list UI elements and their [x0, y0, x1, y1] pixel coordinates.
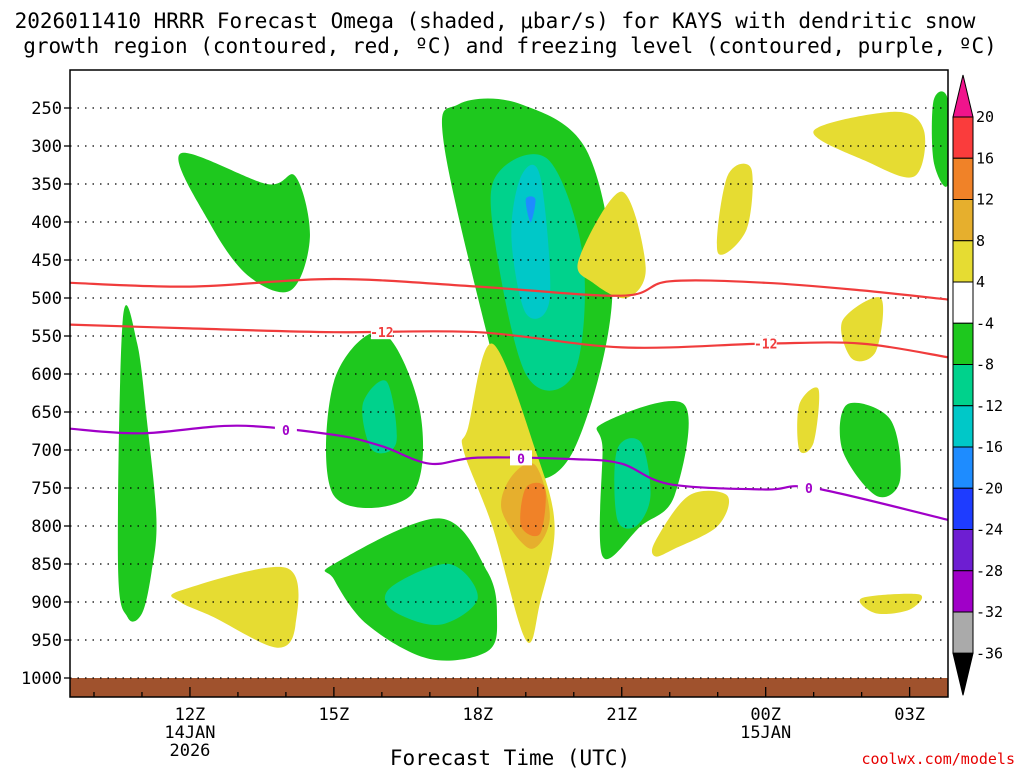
colorbar-label: 4: [976, 273, 985, 291]
colorbar-label: 8: [976, 232, 985, 250]
y-tick-label: 700: [31, 441, 62, 461]
y-tick-label: 350: [31, 175, 62, 195]
colorbar-swatch: [952, 570, 974, 613]
contour-label: 0: [517, 452, 525, 467]
omega-region-13: [931, 91, 948, 187]
x-tick-label: 00Z: [750, 705, 781, 725]
contour-label: -12: [754, 338, 777, 353]
plot-frame: [69, 69, 949, 698]
colorbar-label: 20: [976, 108, 994, 126]
contour-label: 0: [282, 424, 290, 439]
colorbar-swatch: [952, 405, 974, 448]
x-tick-label: 21Z: [606, 705, 637, 725]
y-tick-label: 300: [31, 137, 62, 157]
y-tick-label: 500: [31, 289, 62, 309]
omega-region-1: [178, 152, 310, 293]
colorbar-label: -20: [976, 479, 1003, 497]
colorbar-swatch: [952, 529, 974, 572]
x-tick-sublabel: 2026: [169, 741, 210, 761]
colorbar-top-arrow: [952, 74, 974, 118]
x-tick-label: 15Z: [319, 705, 350, 725]
colorbar-swatch: [952, 281, 974, 324]
title-line-2: growth region (contoured, red, ºC) and f…: [23, 34, 997, 58]
ground-surface: [70, 678, 948, 697]
omega-region-7: [362, 380, 397, 454]
colorbar-bottom-arrow: [952, 652, 974, 696]
contour-line-0: [69, 277, 949, 301]
chart-title: 2026011410 HRRR Forecast Omega (shaded, …: [15, 9, 997, 58]
omega-region-24: [859, 593, 923, 615]
x-tick-sublabel: 14JAN: [164, 723, 215, 743]
contour-label-bg: [509, 450, 532, 466]
omega-region-23: [797, 387, 820, 454]
contour-label-bg: [797, 480, 820, 495]
colorbar-label: -12: [976, 397, 1003, 415]
omega-region-0: [117, 305, 157, 622]
omega-region-17: [577, 191, 646, 299]
omega-region-19: [171, 566, 299, 648]
colorbar-label: -8: [976, 356, 994, 374]
x-axis-label: Forecast Time (UTC): [390, 746, 630, 768]
title-line-1: 2026011410 HRRR Forecast Omega (shaded, …: [15, 9, 976, 33]
contour-label-bg: [274, 422, 297, 438]
omega-region-9: [384, 563, 478, 626]
y-tick-label: 600: [31, 365, 62, 385]
y-tick-label: 850: [31, 555, 62, 575]
omega-region-4: [511, 164, 551, 319]
colorbar-swatch: [952, 487, 974, 530]
omega-region-12: [839, 402, 901, 498]
omega-region-5: [525, 196, 536, 222]
colorbar: 20 16 12 8 4 -4 -8 -12 -16 -20 -24 -28 -32 -36: [952, 74, 1003, 696]
colorbar-swatch: [952, 240, 974, 283]
contour-line-1: [69, 323, 949, 359]
y-tick-label: 900: [31, 593, 62, 613]
colorbar-swatch: [952, 446, 974, 489]
contour-label-bg: [370, 324, 393, 340]
omega-region-18: [716, 163, 753, 255]
y-tick-label: 250: [31, 99, 62, 119]
colorbar-label: -28: [976, 562, 1003, 580]
contour-line-2: [69, 424, 949, 521]
contour-label: 0: [805, 482, 813, 497]
colorbar-label: -16: [976, 438, 1003, 456]
credit-link[interactable]: coolwx.com/models: [861, 750, 1015, 768]
x-tick-label: 12Z: [175, 705, 206, 725]
y-tick-label: 650: [31, 403, 62, 423]
colorbar-label: -24: [976, 521, 1003, 539]
colorbar-swatch: [952, 364, 974, 407]
y-tick-label: 950: [31, 631, 62, 651]
contour-label-bg: [754, 335, 777, 351]
omega-region-11: [614, 438, 651, 529]
y-tick-label: 400: [31, 213, 62, 233]
omega-region-20: [651, 490, 730, 557]
colorbar-label: 12: [976, 191, 994, 209]
colorbar-swatch: [952, 611, 974, 654]
x-tick-label: 03Z: [894, 705, 925, 725]
y-tick-label: 550: [31, 327, 62, 347]
omega-region-21: [813, 111, 926, 178]
y-tick-label: 800: [31, 517, 62, 537]
contour-label: -12: [370, 326, 393, 341]
y-tick-label: 750: [31, 479, 62, 499]
colorbar-label: -32: [976, 603, 1003, 621]
colorbar-swatch: [952, 322, 974, 365]
x-tick-sublabel: 15JAN: [740, 723, 791, 743]
colorbar-label: -4: [976, 314, 994, 332]
x-tick-label: 18Z: [462, 705, 493, 725]
y-tick-label: 1000: [21, 669, 62, 689]
colorbar-swatch: [952, 199, 974, 242]
y-tick-label: 450: [31, 251, 62, 271]
colorbar-label: -36: [976, 644, 1003, 662]
omega-region-16: [520, 482, 546, 537]
omega-shaded-regions: [117, 91, 948, 661]
contour-lines: -12 -12 0 0 0: [69, 277, 949, 521]
y-axis: 250 300 350 400 450 500 550 600 650 700 750 800 850 9…: [21, 99, 70, 689]
colorbar-swatch: [952, 157, 974, 200]
colorbar-swatch: [952, 116, 974, 159]
colorbar-label: 16: [976, 149, 994, 167]
